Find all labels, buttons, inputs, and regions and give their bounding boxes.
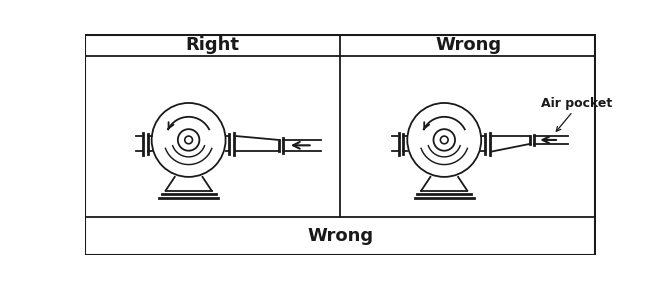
Text: Right: Right (185, 36, 240, 54)
Text: Wrong: Wrong (435, 36, 501, 54)
Text: Air pocket: Air pocket (541, 97, 612, 110)
Text: Wrong: Wrong (307, 227, 373, 245)
